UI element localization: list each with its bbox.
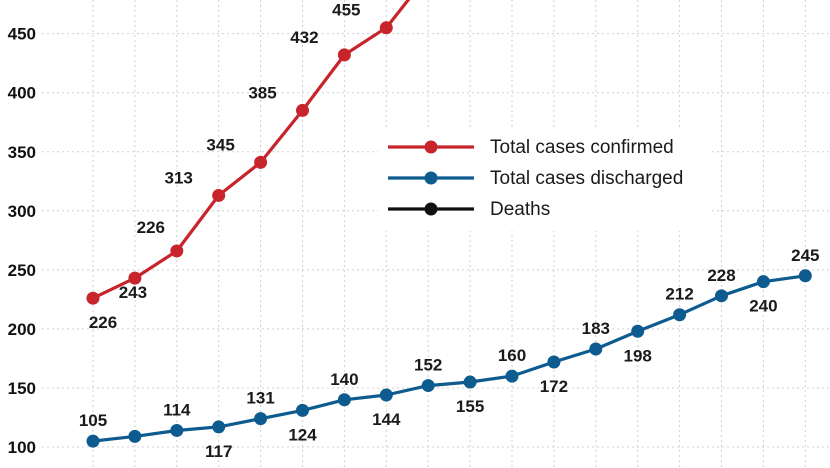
y-tick-label-150: 150 (8, 379, 36, 398)
data-point-0-4 (254, 155, 268, 169)
data-point-1-15 (715, 289, 728, 303)
series-line-0 (92, 0, 411, 300)
y-tick-label-400: 400 (8, 84, 36, 103)
data-label-0-4: 345 (206, 135, 234, 154)
series-line-1 (92, 274, 806, 443)
data-point-1-17 (798, 269, 812, 283)
data-point-1-10 (505, 369, 519, 383)
data-point-0-1 (128, 271, 142, 285)
data-point-0-3 (212, 188, 226, 202)
data-point-0-0 (86, 291, 100, 305)
y-tick-label-300: 300 (8, 202, 36, 221)
data-label-1-9: 155 (456, 397, 484, 416)
data-label-1-0: 105 (79, 411, 107, 430)
data-point-0-2 (170, 244, 184, 258)
legend: Total cases confirmed Total cases dischar… (388, 137, 683, 220)
y-tick-label-250: 250 (8, 261, 36, 280)
data-label-0-7: 455 (332, 1, 360, 20)
data-point-1-3 (212, 420, 226, 434)
data-label-1-11: 172 (540, 377, 568, 396)
data-point-1-12 (589, 342, 603, 356)
data-point-1-14 (673, 308, 687, 322)
legend-marker-0 (424, 140, 438, 154)
data-label-0-1: 243 (119, 283, 147, 302)
data-label-1-4: 131 (246, 389, 274, 408)
data-point-0-7 (379, 21, 393, 35)
data-point-1-11 (547, 355, 561, 369)
data-label-1-17: 245 (791, 246, 819, 265)
y-tick-label-100: 100 (8, 438, 36, 457)
data-point-1-8 (421, 379, 435, 393)
data-point-1-4 (254, 412, 268, 426)
data-point-0-6 (337, 48, 351, 62)
y-tick-label-450: 450 (8, 25, 36, 44)
data-label-1-6: 140 (330, 370, 358, 389)
y-tick-label-200: 200 (8, 320, 36, 339)
grid-lines (42, 0, 830, 468)
data-label-1-10: 160 (498, 346, 526, 365)
data-label-0-2: 226 (137, 218, 165, 237)
data-label-1-16: 240 (749, 297, 777, 316)
data-label-1-5: 124 (288, 425, 317, 444)
legend-marker-2 (424, 202, 438, 216)
data-label-1-2: 114 (163, 400, 191, 419)
data-label-1-12: 183 (582, 319, 610, 338)
data-label-1-7: 144 (372, 410, 401, 429)
data-point-0-5 (296, 103, 309, 117)
data-label-0-5: 385 (248, 83, 276, 102)
y-tick-label-350: 350 (8, 143, 36, 162)
data-label-1-13: 198 (624, 346, 652, 365)
data-label-1-8: 152 (414, 356, 442, 375)
data-point-1-0 (86, 434, 100, 448)
legend-label-0: Total cases confirmed (490, 137, 674, 158)
data-label-1-3: 117 (205, 442, 232, 461)
data-point-1-6 (337, 393, 351, 407)
legend-marker-1 (424, 171, 438, 185)
legend-label-2: Deaths (490, 199, 550, 220)
data-label-1-15: 228 (707, 266, 735, 285)
y-axis-tick-labels: 100 150 200 250 300 350 400 450 (8, 25, 36, 457)
data-label-0-6: 432 (290, 28, 318, 47)
data-label-0-0: 226 (89, 313, 117, 332)
data-point-1-2 (170, 423, 184, 437)
data-point-1-9 (463, 375, 477, 389)
data-labels-layer: 2262432263133453854324551051141171311241… (79, 1, 820, 461)
data-point-1-16 (756, 275, 770, 289)
series-layer (86, 0, 812, 448)
data-point-1-7 (379, 388, 393, 402)
legend-label-1: Total cases discharged (490, 168, 683, 189)
data-point-1-5 (296, 403, 309, 417)
data-label-1-14: 212 (665, 285, 693, 304)
data-point-1-1 (128, 429, 142, 443)
data-point-1-13 (631, 324, 645, 338)
data-label-0-3: 313 (165, 168, 193, 187)
